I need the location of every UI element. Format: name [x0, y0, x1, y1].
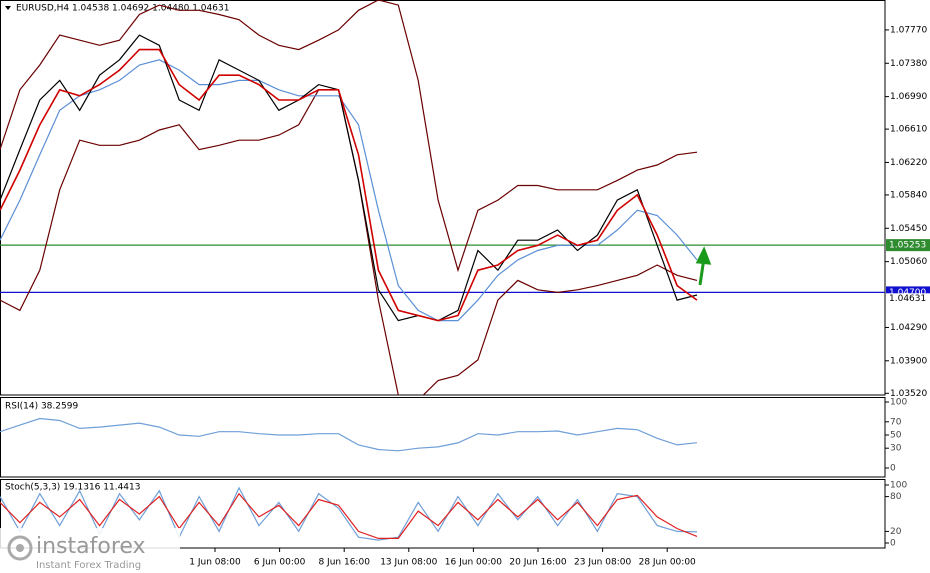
y-tick-label: 1.07770 [890, 25, 927, 35]
price-tag [886, 293, 930, 304]
price-label: 1.04631 [889, 294, 926, 304]
y-tick-label: 80 [890, 492, 902, 502]
series-line [0, 492, 698, 539]
series-line [0, 0, 698, 273]
y-tick-label: 20 [890, 527, 902, 537]
x-tick-label: 8 Jun 16:00 [318, 558, 370, 568]
main-title: EURUSD,H4 1.04538 1.04692 1.04480 1.0463… [16, 4, 229, 14]
series [0, 492, 698, 539]
x-tick-label: 23 Jun 08:00 [574, 558, 631, 568]
y-tick-label: 1.05840 [890, 190, 927, 200]
series-line [0, 48, 698, 322]
series [0, 417, 698, 452]
y-tick-label: 1.05450 [890, 224, 927, 234]
series [0, 48, 698, 322]
y-tick-label: 1.03520 [890, 389, 927, 399]
x-tick-label: 16 Jun 00:00 [445, 558, 502, 568]
series [0, 59, 698, 322]
series [0, 486, 698, 541]
up-arrow [695, 246, 712, 286]
y-tick-label: 1.03900 [890, 356, 927, 366]
y-tick-label: 50 [890, 431, 902, 441]
stoch-panel [0, 479, 886, 549]
rsi-panel [0, 397, 886, 478]
series-line [0, 486, 698, 541]
y-tick-label: 100 [890, 398, 907, 408]
level-tag [886, 239, 930, 252]
series-line [0, 417, 698, 452]
menu-triangle[interactable] [5, 6, 11, 10]
y-tick-label: 1.06990 [890, 92, 927, 102]
level-label: 1.05253 [889, 241, 926, 251]
y-tick-label: 70 [890, 417, 902, 427]
y-tick-label: 1.06220 [890, 158, 927, 168]
logo-tagline: Instant Forex Trading [36, 560, 141, 571]
series-line [0, 59, 698, 322]
x-tick-label: 1 Jun 08:00 [189, 558, 241, 568]
x-tick-label: 20 Jun 16:00 [509, 558, 566, 568]
y-tick-label: 1.04290 [890, 323, 927, 333]
series [0, 34, 698, 322]
x-tick-label: 6 Jun 00:00 [254, 558, 306, 568]
series [0, 0, 698, 273]
x-tick-label: 28 Jun 00:00 [639, 558, 696, 568]
level-label: 1.04700 [889, 288, 926, 298]
y-tick-label: 1.07380 [890, 59, 927, 69]
stoch-title: Stoch(5,3,3) 19.1316 11.4413 [5, 483, 140, 493]
x-tick-label: 13 Jun 08:00 [380, 558, 437, 568]
logo: instaforex Instant Forex Trading [0, 528, 180, 573]
y-tick-label: 100 [890, 481, 907, 491]
logo-icon [7, 535, 33, 561]
logo-name: instaforex [36, 534, 146, 559]
y-tick-label: 30 [890, 444, 902, 454]
series-line [0, 34, 698, 322]
logo-icon-dot [16, 544, 24, 552]
y-tick-label: 1.06610 [890, 125, 927, 135]
y-tick-label: 0 [890, 539, 896, 549]
y-tick-label: 1.05060 [890, 257, 927, 267]
rsi-title: RSI(14) 38.2599 [5, 402, 78, 412]
y-tick-label: 0 [890, 464, 896, 474]
